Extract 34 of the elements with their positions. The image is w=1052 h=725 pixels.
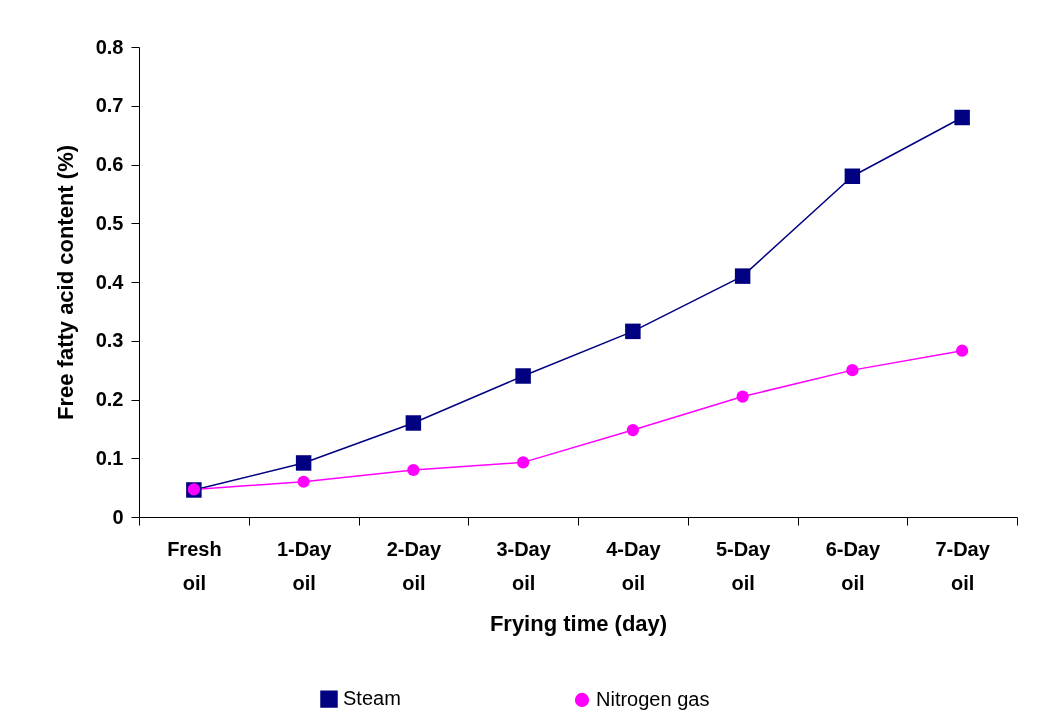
point (297, 475, 310, 488)
y-tick-label: 0.8 (95, 35, 124, 58)
y-tick-label: 0 (112, 505, 124, 528)
x-tick-label: 6-Day oil (825, 537, 881, 594)
point (846, 364, 859, 377)
point (626, 423, 639, 437)
y-tick-label: 0.5 (95, 211, 124, 234)
point (625, 323, 641, 340)
x-tick-label: 2-Day oil (386, 537, 442, 594)
legend-label: Steam (343, 687, 401, 710)
y-tick-label: 0.2 (95, 388, 124, 410)
y-tick-label: 0.3 (95, 329, 124, 352)
x-tick-label: 1-Day oil (276, 537, 333, 594)
point (515, 368, 531, 384)
point (517, 456, 530, 469)
point (736, 390, 749, 403)
y-tick-label: 0.4 (95, 270, 125, 293)
x-tick-label: Fresh oil (167, 537, 222, 594)
point (407, 463, 420, 477)
x-tick-label: 3-Day oil (496, 537, 552, 594)
point (734, 268, 751, 284)
x-tick-label: 4-Day oil (606, 537, 662, 594)
point (295, 455, 312, 471)
point (844, 168, 861, 184)
legend-label: Nitrogen gas (596, 687, 710, 710)
x-tick-label: 5-Day oil (715, 537, 772, 594)
point (954, 109, 970, 126)
y-tick-label: 0.6 (95, 153, 124, 175)
x-axis-title: Frying time (day) (489, 610, 668, 636)
point (405, 415, 422, 431)
x-tick-label: 7-Day oil (935, 537, 991, 594)
y-axis-title: Free fatty acid content (%) (52, 144, 78, 421)
y-tick-label: 0.1 (95, 446, 124, 469)
y-tick-label: 0.7 (95, 94, 124, 117)
